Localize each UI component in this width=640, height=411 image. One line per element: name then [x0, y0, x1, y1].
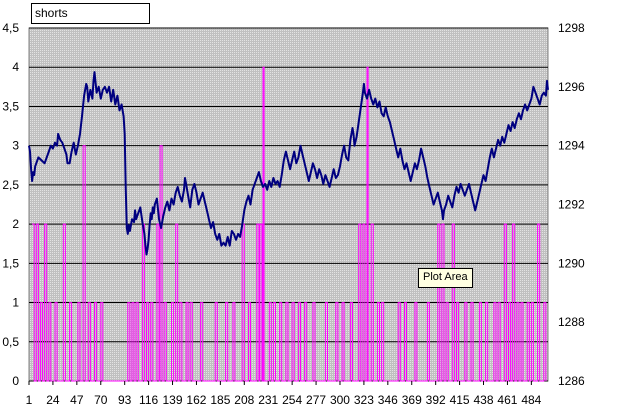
left-tick-label: 1 [12, 296, 19, 310]
x-tick-label: 461 [497, 393, 517, 407]
x-tick-label: 323 [354, 393, 374, 407]
x-axis-ticks: 1 24 47 70 93 116 139 162 185 208 231 254 277 300 323 3… [26, 381, 542, 407]
x-tick-label: 1 [26, 393, 33, 407]
left-tick-label: 0 [12, 374, 19, 388]
left-tick-label: 4,5 [2, 21, 19, 35]
x-tick-label: 438 [473, 393, 493, 407]
right-tick-label: 1290 [558, 256, 585, 270]
left-tick-label: 4 [12, 60, 19, 74]
legend-box: shorts [31, 3, 150, 24]
x-tick-label: 24 [46, 393, 60, 407]
left-tick-label: 3 [12, 139, 19, 153]
x-tick-label: 254 [282, 393, 302, 407]
x-tick-label: 231 [258, 393, 278, 407]
left-tick-label: 2 [12, 217, 19, 231]
price-series [28, 71, 549, 256]
left-axis-ticks: 0 0,5 1 1,5 2 2,5 3 3,5 4 4,5 [2, 21, 19, 388]
x-tick-label: 139 [163, 393, 183, 407]
x-tick-label: 162 [186, 393, 206, 407]
x-tick-label: 300 [330, 393, 350, 407]
right-tick-label: 1288 [558, 315, 585, 329]
right-tick-label: 1292 [558, 198, 585, 212]
x-tick-label: 277 [306, 393, 326, 407]
plot-area-tooltip: Plot Area [418, 268, 473, 288]
x-tick-label: 484 [521, 393, 541, 407]
x-tick-label: 415 [450, 393, 470, 407]
right-tick-label: 1286 [558, 374, 585, 388]
right-tick-label: 1296 [558, 80, 585, 94]
price-line [28, 71, 549, 256]
shorts-series [32, 66, 547, 382]
x-tick-label: 93 [118, 393, 132, 407]
shorts-line [32, 66, 547, 382]
x-tick-label: 47 [70, 393, 84, 407]
left-tick-label: 2,5 [2, 178, 19, 192]
x-tick-label: 346 [378, 393, 398, 407]
right-tick-label: 1294 [558, 139, 585, 153]
x-tick-label: 70 [94, 393, 108, 407]
x-tick-label: 208 [234, 393, 254, 407]
x-tick-label: 116 [139, 393, 158, 407]
left-tick-label: 1,5 [2, 256, 19, 270]
left-tick-label: 0,5 [2, 335, 19, 349]
x-tick-label: 369 [402, 393, 422, 407]
x-tick-label: 392 [426, 393, 446, 407]
x-tick-label: 185 [210, 393, 230, 407]
right-axis-ticks: 1286 1288 1290 1292 1294 1296 1298 [558, 21, 585, 388]
legend-label: shorts [35, 6, 68, 20]
right-tick-label: 1298 [558, 21, 585, 35]
left-tick-label: 3,5 [2, 99, 19, 113]
